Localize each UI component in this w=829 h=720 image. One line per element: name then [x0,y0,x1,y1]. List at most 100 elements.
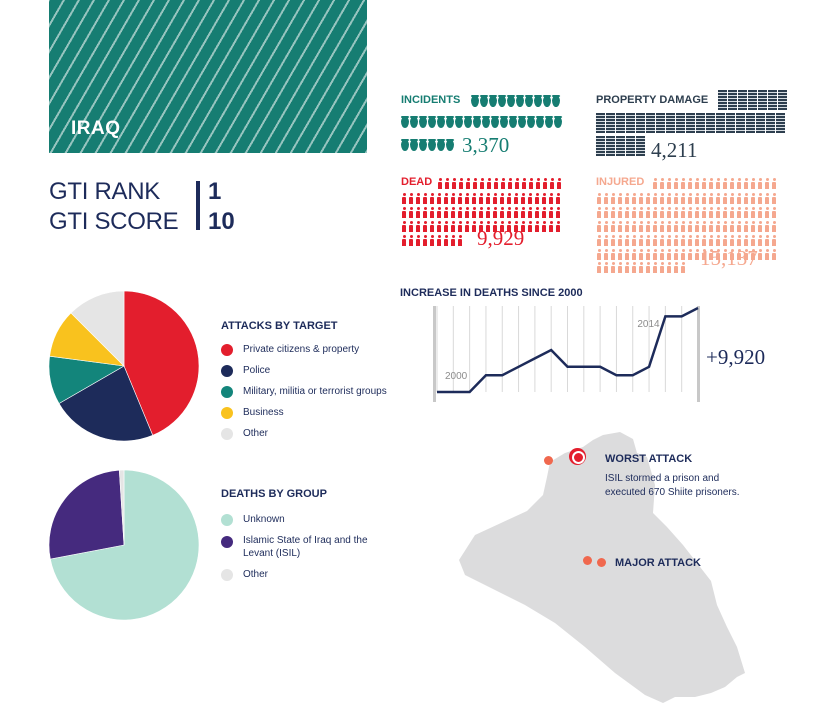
person-icon [701,193,707,204]
person-icon [450,235,456,246]
person-icon [708,193,714,204]
person-icon [631,249,637,260]
injured-value: 15,137 [700,246,758,270]
legend-swatch-isil [221,536,233,548]
attacks-by-target-title: ATTACKS BY TARGET [221,320,338,332]
person-icon [624,262,630,273]
person-icon [743,193,749,204]
person-icon [750,249,756,260]
drop-icon [473,117,481,128]
person-icon [659,262,665,273]
person-icon [757,235,763,246]
person-icon [436,235,442,246]
drop-icon [480,96,488,107]
person-icon [771,235,777,246]
gti-score-value: 10 [208,208,235,235]
pie-slice-private-citizens [123,290,200,436]
worst-attack-marker-ring [572,451,585,464]
person-icon [436,221,442,232]
person-icon [722,207,728,218]
person-icon [415,235,421,246]
person-icon [457,207,463,218]
person-icon [652,221,658,232]
person-icon [610,262,616,273]
person-icon [549,178,555,189]
person-icon [401,221,407,232]
person-icon [659,193,665,204]
person-icon [527,221,533,232]
building-icon [726,113,735,133]
incidents-label: INCIDENTS [401,94,461,106]
person-icon [596,262,602,273]
person-icon [513,221,519,232]
pie-slice-police [58,365,154,442]
person-icon [659,235,665,246]
person-icon [471,221,477,232]
person-icon [500,178,506,189]
person-icon [617,193,623,204]
person-icon [673,249,679,260]
person-icon [457,193,463,204]
person-icon [715,235,721,246]
person-icon [659,221,665,232]
person-icon [771,249,777,260]
legend-label-isil-line2: Levant (ISIL) [243,548,301,559]
person-icon [631,207,637,218]
incidents-icons [471,95,563,111]
person-icon [645,207,651,218]
legend-label-other: Other [243,428,269,439]
person-icon [499,207,505,218]
person-icon [506,221,512,232]
drop-icon [428,117,436,128]
dead-value: 9,929 [477,226,525,250]
person-icon [422,221,428,232]
person-icon [422,235,428,246]
person-icon [499,221,505,232]
legend-label-military: Military, militia or terrorist groups [243,386,387,397]
person-icon [673,235,679,246]
person-icon [541,221,547,232]
person-icon [603,249,609,260]
person-icon [757,178,763,189]
drop-icon [471,96,479,107]
legend-label-private-citizens: Private citizens & property [243,344,360,355]
person-icon [701,235,707,246]
person-icon [722,193,728,204]
person-icon [631,193,637,204]
person-icon [715,249,721,260]
pie-slice-other [70,290,125,367]
drop-icon [410,117,418,128]
person-icon [486,178,492,189]
building-icon [696,113,705,133]
person-icon [680,221,686,232]
person-icon [673,178,679,189]
person-icon [722,249,728,260]
person-icon [422,193,428,204]
worst-attack-desc-line2: executed 670 Shiite prisoners. [605,487,740,498]
deaths-line-chart: 2000 2014 [433,306,700,402]
person-icon [736,249,742,260]
person-icon [527,207,533,218]
deaths-by-group-pie [48,469,200,621]
person-icon [624,235,630,246]
person-icon [415,221,421,232]
legend-label-police: Police [243,365,271,376]
person-icon [666,249,672,260]
person-icon [542,178,548,189]
drop-icon [419,140,427,151]
person-icon [757,193,763,204]
drop-icon [401,140,409,151]
person-icon [715,221,721,232]
person-icon [680,178,686,189]
drop-icon [491,117,499,128]
person-icon [666,221,672,232]
person-icon [673,207,679,218]
person-icon [617,221,623,232]
person-icon [666,262,672,273]
person-icon [514,178,520,189]
drop-icon [455,117,463,128]
person-icon [743,221,749,232]
person-icon [471,207,477,218]
drop-icon [482,117,490,128]
building-icon [748,90,757,110]
